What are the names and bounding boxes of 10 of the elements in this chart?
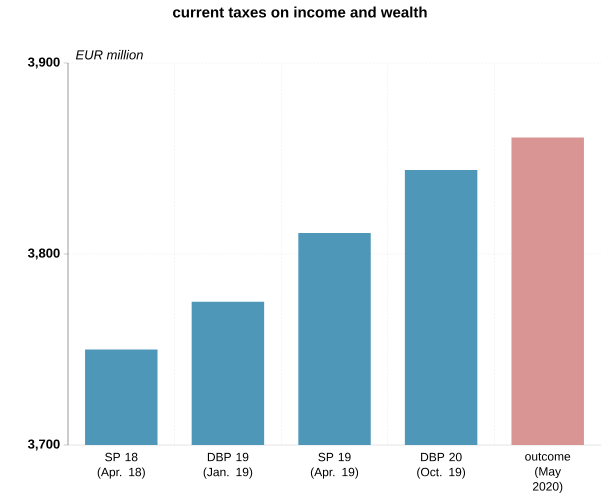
y-tick-label: 3,700	[28, 439, 60, 451]
x-tick-label: outcome (May 2020)	[525, 452, 570, 494]
x-tick-label: SP 18 (Apr. 18)	[98, 452, 145, 479]
y-tick-label: 3,900	[28, 57, 60, 69]
chart-title: current taxes on income and wealth	[173, 6, 427, 18]
x-tick-label: DBP 19 (Jan. 19)	[204, 452, 252, 479]
x-tick-label: SP 19 (Apr. 19)	[310, 452, 358, 479]
x-tick-label: DBP 20 (Oct. 19)	[417, 452, 466, 479]
y-tick-label: 3,800	[28, 248, 60, 260]
y-axis-title: EUR million	[76, 50, 143, 60]
